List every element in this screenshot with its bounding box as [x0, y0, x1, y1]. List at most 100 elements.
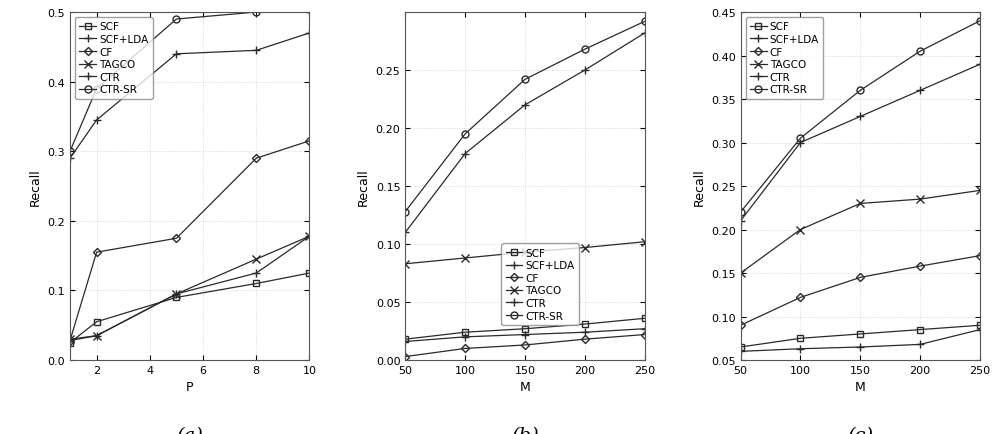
- Line: CTR: CTR: [401, 30, 649, 237]
- SCF: [735, 345, 747, 350]
- SCF+LDA: [170, 292, 182, 297]
- Line: TAGCO: TAGCO: [736, 187, 984, 278]
- SCF: [459, 330, 471, 335]
- SCF: [303, 271, 315, 276]
- SCF: [64, 340, 76, 345]
- TAGCO: [974, 188, 986, 194]
- CTR: [519, 103, 531, 108]
- SCF+LDA: [914, 342, 926, 347]
- Legend: SCF, SCF+LDA, CF, TAGCO, CTR, CTR-SR: SCF, SCF+LDA, CF, TAGCO, CTR, CTR-SR: [746, 18, 823, 99]
- SCF: [914, 327, 926, 332]
- CTR: [794, 141, 806, 146]
- Legend: SCF, SCF+LDA, CF, TAGCO, CTR, CTR-SR: SCF, SCF+LDA, CF, TAGCO, CTR, CTR-SR: [75, 18, 153, 99]
- Y-axis label: Recall: Recall: [692, 168, 705, 205]
- Text: (c): (c): [847, 426, 873, 434]
- CF: [794, 295, 806, 300]
- SCF+LDA: [399, 339, 411, 344]
- CTR-SR: [735, 210, 747, 215]
- Line: TAGCO: TAGCO: [66, 233, 314, 344]
- Y-axis label: Recall: Recall: [357, 168, 370, 205]
- CTR: [579, 68, 591, 73]
- SCF+LDA: [579, 330, 591, 335]
- SCF+LDA: [639, 326, 651, 332]
- TAGCO: [735, 271, 747, 276]
- CF: [914, 264, 926, 269]
- CF: [579, 337, 591, 342]
- CTR: [914, 89, 926, 94]
- SCF+LDA: [735, 349, 747, 354]
- Line: SCF: SCF: [402, 316, 648, 342]
- CF: [91, 250, 103, 255]
- SCF: [519, 326, 531, 332]
- CF: [170, 236, 182, 241]
- Line: SCF+LDA: SCF+LDA: [66, 233, 314, 345]
- Line: CTR-SR: CTR-SR: [402, 19, 648, 216]
- CTR-SR: [399, 210, 411, 215]
- CTR-SR: [250, 10, 262, 16]
- SCF+LDA: [854, 345, 866, 350]
- CTR-SR: [91, 87, 103, 92]
- SCF+LDA: [519, 332, 531, 337]
- SCF: [91, 319, 103, 325]
- TAGCO: [639, 240, 651, 245]
- CF: [519, 342, 531, 348]
- X-axis label: M: M: [520, 381, 530, 394]
- CF: [250, 156, 262, 161]
- SCF+LDA: [64, 338, 76, 343]
- TAGCO: [170, 292, 182, 297]
- Legend: SCF, SCF+LDA, CF, TAGCO, CTR, CTR-SR: SCF, SCF+LDA, CF, TAGCO, CTR, CTR-SR: [501, 244, 579, 325]
- CTR: [854, 115, 866, 120]
- CTR: [250, 49, 262, 54]
- CTR: [459, 151, 471, 157]
- X-axis label: P: P: [186, 381, 193, 394]
- CF: [974, 253, 986, 259]
- SCF: [794, 336, 806, 341]
- TAGCO: [64, 337, 76, 342]
- TAGCO: [579, 245, 591, 250]
- X-axis label: M: M: [855, 381, 866, 394]
- SCF: [250, 281, 262, 286]
- CTR: [639, 31, 651, 36]
- CTR-SR: [459, 132, 471, 137]
- SCF+LDA: [250, 271, 262, 276]
- Text: (a): (a): [176, 426, 203, 434]
- CTR-SR: [914, 49, 926, 55]
- CTR: [735, 219, 747, 224]
- TAGCO: [914, 197, 926, 202]
- CTR-SR: [854, 89, 866, 94]
- TAGCO: [459, 256, 471, 261]
- CF: [399, 354, 411, 359]
- Line: SCF+LDA: SCF+LDA: [736, 326, 984, 356]
- Line: CTR: CTR: [736, 61, 984, 226]
- Line: CTR-SR: CTR-SR: [67, 6, 313, 155]
- Line: CF: CF: [402, 332, 648, 359]
- SCF: [170, 295, 182, 300]
- CTR: [303, 31, 315, 36]
- Line: TAGCO: TAGCO: [401, 238, 649, 268]
- Line: CF: CF: [738, 253, 983, 328]
- TAGCO: [794, 227, 806, 233]
- Text: (b): (b): [511, 426, 539, 434]
- SCF: [854, 332, 866, 337]
- SCF+LDA: [303, 234, 315, 239]
- CF: [854, 275, 866, 280]
- CTR-SR: [519, 78, 531, 83]
- CTR: [974, 62, 986, 68]
- CTR-SR: [639, 20, 651, 25]
- SCF+LDA: [974, 327, 986, 332]
- SCF+LDA: [794, 346, 806, 352]
- CTR-SR: [974, 19, 986, 24]
- CTR-SR: [64, 149, 76, 155]
- Line: SCF: SCF: [67, 271, 312, 345]
- CTR: [399, 230, 411, 236]
- CTR: [91, 118, 103, 123]
- Line: SCF+LDA: SCF+LDA: [401, 325, 649, 346]
- SCF: [399, 337, 411, 342]
- SCF+LDA: [91, 333, 103, 339]
- SCF+LDA: [459, 335, 471, 340]
- TAGCO: [519, 250, 531, 255]
- SCF: [579, 322, 591, 327]
- TAGCO: [91, 333, 103, 339]
- SCF: [974, 323, 986, 328]
- Line: CTR: CTR: [66, 30, 314, 163]
